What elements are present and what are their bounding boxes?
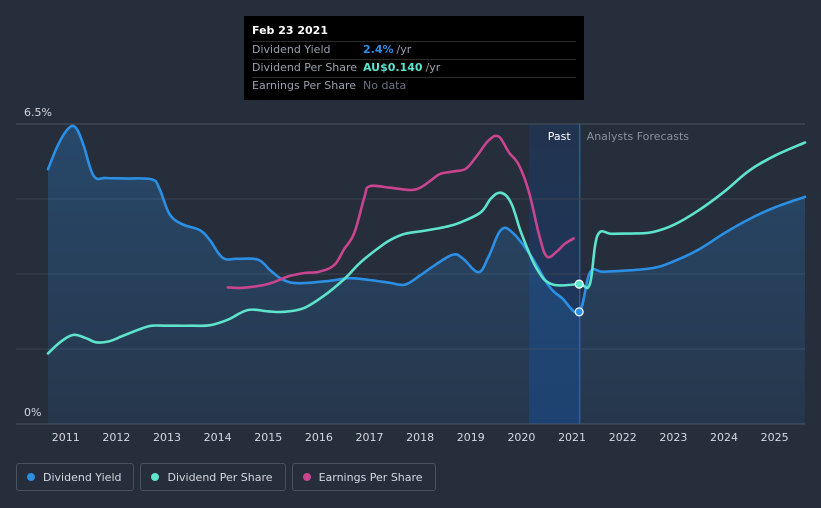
dividend-yield-area (48, 125, 805, 424)
x-tick-label: 2017 (356, 431, 384, 444)
x-tick-label: 2024 (710, 431, 738, 444)
legend-label: Dividend Per Share (167, 470, 273, 484)
dividend-per-share-line (46, 141, 807, 355)
legend-label: Earnings Per Share (318, 470, 423, 484)
dividend-yield-marker (574, 307, 584, 317)
x-tick-label: 2015 (254, 431, 282, 444)
legend-item-earnings-per-share[interactable]: Earnings Per Share (291, 463, 436, 491)
x-tick-label: 2011 (52, 431, 80, 444)
earnings-per-share-line (226, 134, 575, 290)
tooltip-value: AU$0.140 (363, 61, 423, 74)
legend-item-dividend-per-share[interactable]: Dividend Per Share (140, 463, 286, 491)
tooltip-suffix: /yr (425, 61, 441, 74)
tooltip-suffix: /yr (396, 43, 412, 56)
tooltip-row-dividend-per-share: Dividend Per Share AU$0.140 /yr (252, 60, 576, 78)
x-tick-label: 2019 (457, 431, 485, 444)
tooltip: Feb 23 2021 Dividend Yield 2.4% /yr Divi… (244, 16, 584, 100)
legend-item-dividend-yield[interactable]: Dividend Yield (16, 463, 135, 491)
tooltip-label: Dividend Per Share (252, 61, 358, 74)
x-tick-label: 2021 (558, 431, 586, 444)
x-tick-label: 2016 (305, 431, 333, 444)
x-tick-label: 2012 (102, 431, 130, 444)
x-tick-label: 2025 (761, 431, 789, 444)
x-tick-label: 2022 (609, 431, 637, 444)
dividend-per-share-marker (574, 279, 584, 289)
x-tick-label: 2013 (153, 431, 181, 444)
dividend-yield-line (46, 124, 807, 315)
y-axis-top-label: 6.5% (24, 106, 52, 119)
tooltip-value: No data (363, 79, 407, 92)
tooltip-label: Earnings Per Share (252, 79, 357, 92)
tooltip-row-earnings-per-share: Earnings Per Share No data (252, 78, 576, 95)
tooltip-row-dividend-yield: Dividend Yield 2.4% /yr (252, 42, 576, 60)
dividend-yield-dot-icon (27, 473, 35, 481)
y-axis-bottom-label: 0% (24, 406, 41, 419)
tooltip-date: Feb 23 2021 (252, 23, 576, 42)
forecast-label: Analysts Forecasts (587, 130, 690, 143)
x-tick-label: 2023 (659, 431, 687, 444)
past-label: Past (548, 130, 572, 143)
x-tick-label: 2014 (204, 431, 232, 444)
legend-label: Dividend Yield (43, 470, 122, 484)
tooltip-value: 2.4% (363, 43, 394, 56)
x-tick-label: 2020 (507, 431, 535, 444)
legend: Dividend Yield Dividend Per Share Earnin… (16, 463, 436, 491)
x-tick-label: 2018 (406, 431, 434, 444)
dividend-per-share-dot-icon (151, 473, 160, 481)
tooltip-label: Dividend Yield (252, 43, 331, 56)
earnings-per-share-dot-icon (302, 473, 311, 481)
